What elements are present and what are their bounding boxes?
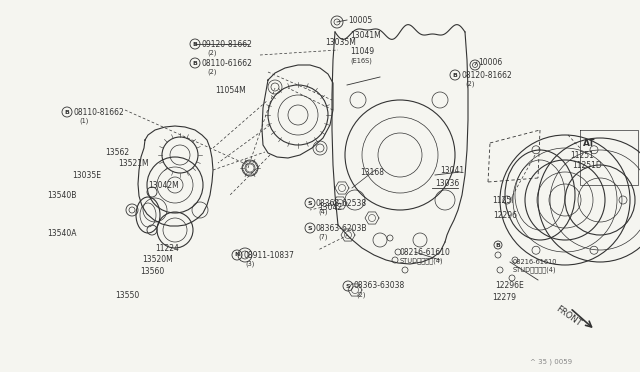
Text: 13035M: 13035M [325,38,356,46]
Text: N: N [234,253,240,257]
Text: (2): (2) [207,50,216,56]
Text: 09120-81662: 09120-81662 [202,39,253,48]
Text: 08120-81662: 08120-81662 [462,71,513,80]
Text: STUDスタッド(4): STUDスタッド(4) [513,267,557,273]
Text: 08363-6203B: 08363-6203B [316,224,367,232]
Text: 11224: 11224 [155,244,179,253]
Text: 10006: 10006 [478,58,502,67]
Text: FRONT: FRONT [554,304,583,328]
Text: B: B [193,61,197,65]
Text: ^ 35 ) 0059: ^ 35 ) 0059 [530,359,572,365]
Text: 11251D: 11251D [572,160,602,170]
Text: S: S [308,201,312,205]
Text: S: S [308,225,312,231]
Text: (E16S): (E16S) [350,58,372,64]
Text: (2): (2) [207,69,216,75]
Text: 08363-62538: 08363-62538 [316,199,367,208]
Text: 11054M: 11054M [215,86,246,94]
Text: (3): (3) [245,261,254,267]
Text: 13036: 13036 [435,179,460,187]
Text: 08911-10837: 08911-10837 [243,250,294,260]
Text: 13540A: 13540A [47,228,77,237]
Text: 13035E: 13035E [72,170,101,180]
Text: S: S [346,283,350,289]
Text: (4): (4) [318,209,328,215]
Text: 08363-63038: 08363-63038 [354,282,405,291]
Text: 08110-61662: 08110-61662 [202,58,253,67]
Text: (2): (2) [465,81,474,87]
Text: 13042M: 13042M [148,180,179,189]
Text: 13540B: 13540B [47,190,76,199]
Text: 12296E: 12296E [495,280,524,289]
Text: B: B [452,73,458,77]
Text: B: B [495,243,500,247]
Text: 13041M: 13041M [350,31,381,39]
Text: 08110-81662: 08110-81662 [74,108,125,116]
Text: 1125I: 1125I [492,196,513,205]
Text: 11049: 11049 [350,46,374,55]
Text: 13041: 13041 [440,166,464,174]
Text: (7): (7) [318,234,328,240]
Text: 10005: 10005 [348,16,372,25]
Text: 13520M: 13520M [142,256,173,264]
Text: (2): (2) [356,292,365,298]
Text: 12279: 12279 [492,292,516,301]
Text: AT: AT [583,138,595,148]
Text: 13521M: 13521M [118,158,148,167]
Text: (1): (1) [79,118,88,124]
Text: 11251: 11251 [570,151,594,160]
Text: 13560: 13560 [140,267,164,276]
Text: 13168: 13168 [360,167,384,176]
Text: 13562: 13562 [105,148,129,157]
Text: 12296: 12296 [493,211,517,219]
Text: 08216-61610: 08216-61610 [400,247,451,257]
Text: B: B [193,42,197,46]
Text: B: B [65,109,69,115]
Text: 13550: 13550 [115,291,140,299]
Text: STUDスタッド(4): STUDスタッド(4) [400,258,444,264]
Text: 13042: 13042 [318,202,342,212]
Text: 08216-61610: 08216-61610 [513,259,557,265]
